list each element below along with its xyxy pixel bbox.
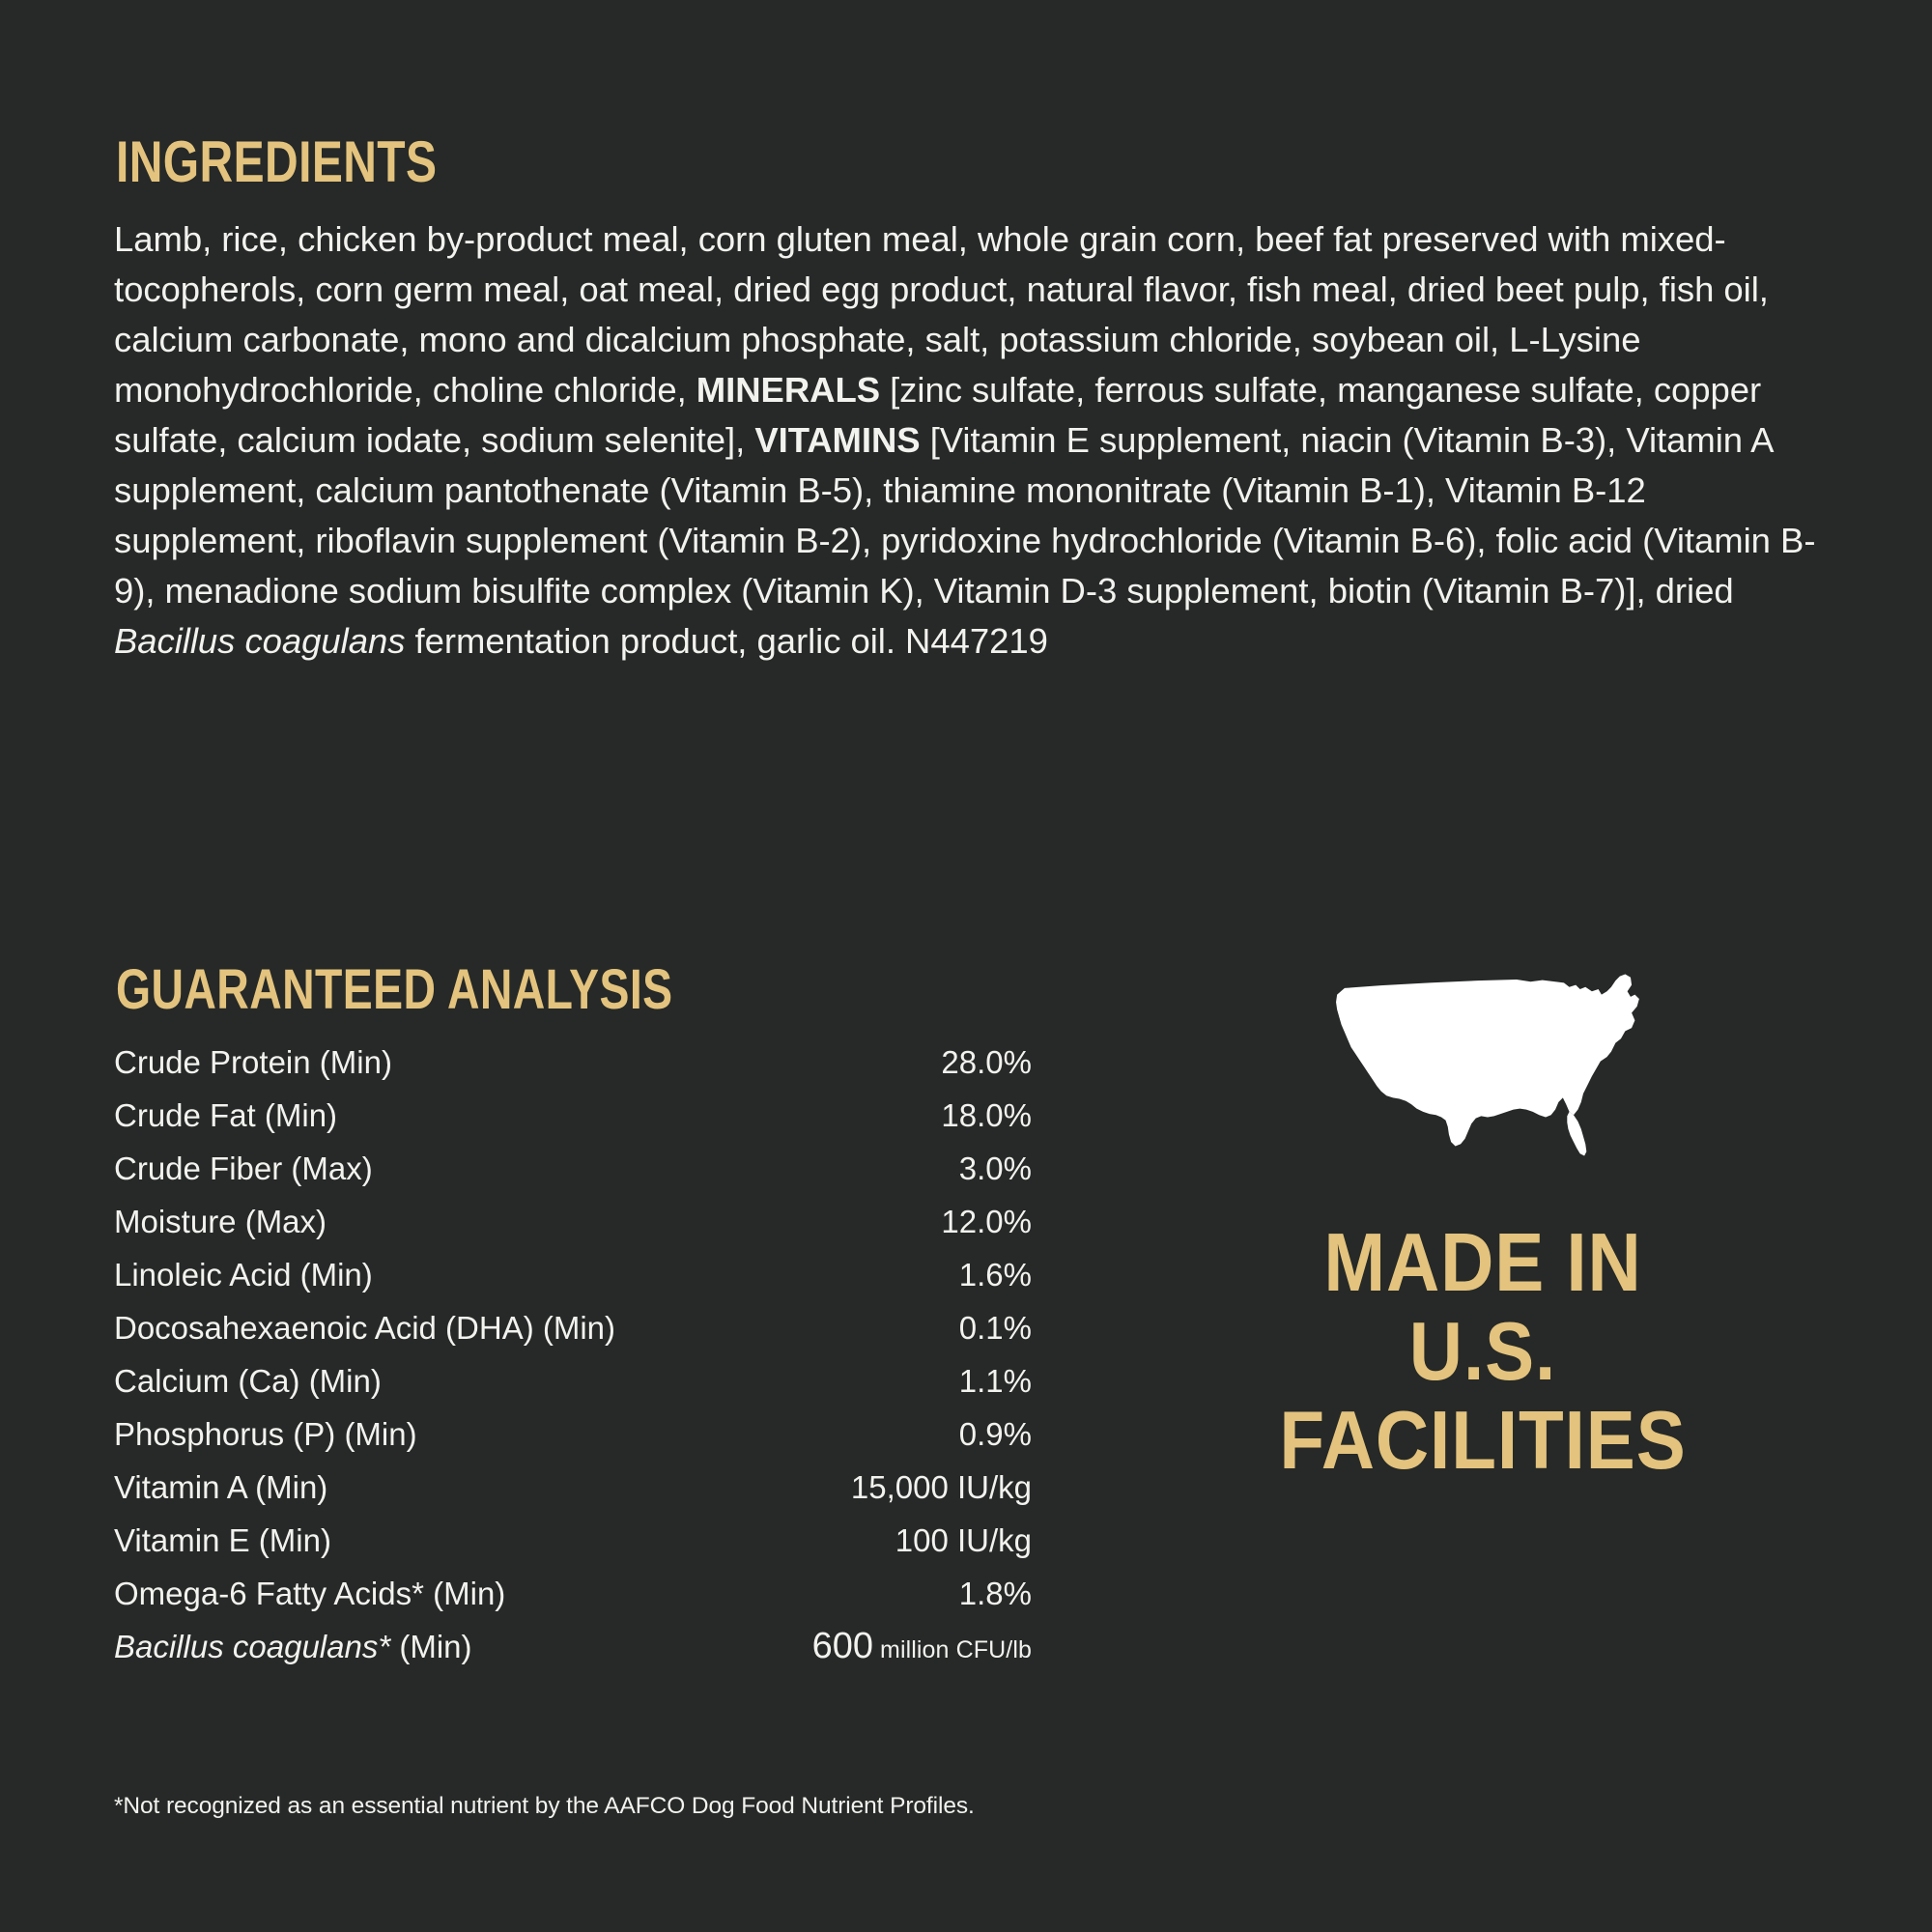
analysis-nutrient-value: 0.9%	[958, 1416, 1032, 1452]
analysis-nutrient-value: 1.8%	[958, 1576, 1032, 1611]
analysis-nutrient-species: Bacillus coagulans*	[114, 1629, 391, 1664]
ingredient-text-segment-6: fermentation product, garlic oil. N44721…	[405, 621, 1048, 661]
analysis-nutrient-value: 28.0%	[941, 1044, 1032, 1080]
ingredient-group-vitamins: VITAMINS	[754, 420, 921, 460]
analysis-row: Crude Protein (Min) 28.0%	[114, 1036, 1032, 1089]
analysis-nutrient-value: 15,000 IU/kg	[850, 1469, 1032, 1505]
analysis-row: Bacillus coagulans* (Min) 600 million CFU…	[114, 1620, 1032, 1677]
analysis-nutrient-label: Docosahexaenoic Acid (DHA) (Min)	[114, 1310, 616, 1346]
badge-line-us: U.S.	[1408, 1306, 1557, 1398]
made-in-us-facilities-badge: MADE IN U.S. FACILITIES	[1246, 971, 1719, 1486]
analysis-row: Crude Fiber (Max) 3.0%	[114, 1142, 1032, 1195]
usa-map-icon	[1335, 974, 1639, 1156]
ingredients-text: Lamb, rice, chicken by-product meal, cor…	[114, 214, 1843, 667]
analysis-nutrient-value: 1.6%	[958, 1257, 1032, 1293]
analysis-nutrient-label: Moisture (Max)	[114, 1204, 327, 1239]
badge-line-facilities: FACILITIES	[1279, 1395, 1687, 1487]
analysis-nutrient-label: Linoleic Acid (Min)	[114, 1257, 373, 1293]
analysis-nutrient-label: Crude Fat (Min)	[114, 1097, 338, 1133]
analysis-row: Crude Fat (Min) 18.0%	[114, 1089, 1032, 1142]
analysis-nutrient-label: Bacillus coagulans* (Min)	[114, 1629, 472, 1664]
analysis-row: Moisture (Max) 12.0%	[114, 1195, 1032, 1248]
ingredients-heading: INGREDIENTS	[116, 129, 438, 195]
analysis-row: Linoleic Acid (Min) 1.6%	[114, 1248, 1032, 1301]
guaranteed-analysis-heading: GUARANTEED ANALYSIS	[116, 957, 673, 1021]
aafco-footnote: *Not recognized as an essential nutrient…	[114, 1793, 975, 1819]
analysis-value-number: 600	[811, 1626, 873, 1666]
analysis-nutrient-label: Phosphorus (P) (Min)	[114, 1416, 417, 1452]
analysis-nutrient-value: 1.1%	[958, 1363, 1032, 1399]
badge-line-made-in: MADE IN	[1323, 1217, 1642, 1309]
ingredient-text-segment-4: [Vitamin E supplement, niacin (Vitamin B…	[114, 420, 1816, 611]
ingredient-group-minerals: MINERALS	[696, 370, 880, 410]
analysis-nutrient-label: Crude Fiber (Max)	[114, 1151, 373, 1186]
analysis-row: Vitamin A (Min) 15,000 IU/kg	[114, 1461, 1032, 1514]
ingredient-species-name: Bacillus coagulans	[114, 621, 406, 661]
analysis-row: Docosahexaenoic Acid (DHA) (Min) 0.1%	[114, 1301, 1032, 1354]
guaranteed-analysis-table: Crude Protein (Min) 28.0% Crude Fat (Min) 1…	[114, 1036, 1032, 1677]
analysis-nutrient-value: 18.0%	[941, 1097, 1032, 1133]
analysis-row: Omega-6 Fatty Acids* (Min) 1.8%	[114, 1567, 1032, 1620]
analysis-nutrient-value: 600 million CFU/lb	[713, 1620, 1032, 1677]
analysis-nutrient-value: 12.0%	[941, 1204, 1032, 1239]
analysis-nutrient-label: Omega-6 Fatty Acids* (Min)	[114, 1576, 506, 1611]
analysis-nutrient-value: 3.0%	[958, 1151, 1032, 1186]
analysis-nutrient-value: 0.1%	[958, 1310, 1032, 1346]
analysis-row: Vitamin E (Min) 100 IU/kg	[114, 1514, 1032, 1567]
analysis-row: Phosphorus (P) (Min) 0.9%	[114, 1407, 1032, 1461]
analysis-nutrient-value: 100 IU/kg	[895, 1522, 1032, 1558]
analysis-row: Calcium (Ca) (Min) 1.1%	[114, 1354, 1032, 1407]
ingredient-text-segment-2: [zinc sulfate, ferrous sulfate, manganes…	[114, 370, 1762, 460]
analysis-nutrient-label: Crude Protein (Min)	[114, 1044, 392, 1080]
analysis-nutrient-label: Vitamin A (Min)	[114, 1469, 328, 1505]
analysis-nutrient-label: Calcium (Ca) (Min)	[114, 1363, 382, 1399]
ingredient-text-segment-0: Lamb, rice, chicken by-product meal, cor…	[114, 219, 1769, 410]
analysis-nutrient-label: Vitamin E (Min)	[114, 1522, 331, 1558]
analysis-value-unit: million CFU/lb	[872, 1636, 1032, 1663]
